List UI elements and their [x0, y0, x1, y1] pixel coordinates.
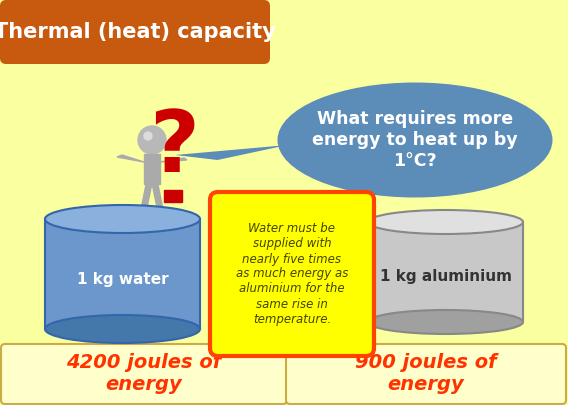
Ellipse shape — [368, 210, 523, 234]
Circle shape — [144, 132, 152, 140]
Text: 1 kg aluminium: 1 kg aluminium — [379, 269, 512, 284]
Bar — [45, 219, 200, 329]
FancyBboxPatch shape — [286, 344, 566, 404]
Text: ?: ? — [149, 107, 199, 190]
Ellipse shape — [278, 83, 553, 198]
Ellipse shape — [137, 216, 167, 224]
Polygon shape — [175, 145, 287, 160]
Text: Thermal (heat) capacity: Thermal (heat) capacity — [0, 22, 276, 42]
Text: What requires more
energy to heat up by
1°C?: What requires more energy to heat up by … — [312, 110, 518, 170]
FancyBboxPatch shape — [1, 344, 287, 404]
Circle shape — [138, 126, 166, 154]
Text: Water must be
supplied with
nearly five times
as much energy as
aluminium for th: Water must be supplied with nearly five … — [236, 222, 348, 326]
FancyBboxPatch shape — [0, 0, 270, 64]
FancyBboxPatch shape — [210, 192, 374, 356]
Text: 4200 joules of
energy: 4200 joules of energy — [66, 354, 222, 394]
Polygon shape — [160, 158, 187, 162]
Bar — [164, 190, 182, 202]
Text: 1 kg water: 1 kg water — [77, 272, 168, 287]
Ellipse shape — [45, 315, 200, 343]
Text: 900 joules of
energy: 900 joules of energy — [355, 354, 497, 394]
Bar — [144, 154, 160, 184]
Ellipse shape — [368, 310, 523, 334]
Ellipse shape — [45, 205, 200, 233]
Bar — [368, 222, 523, 322]
Polygon shape — [117, 155, 144, 162]
